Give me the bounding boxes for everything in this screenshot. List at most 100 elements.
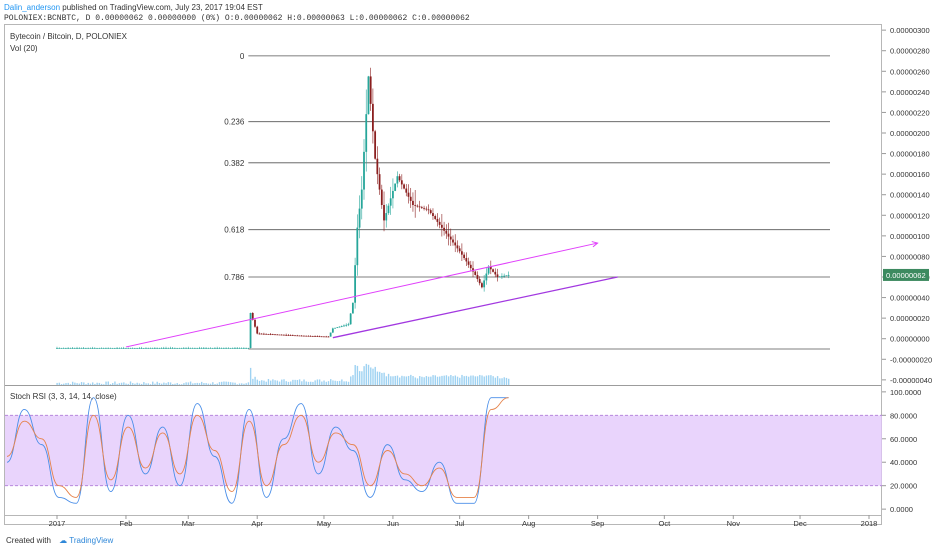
volume-bar xyxy=(172,383,174,385)
last-price-label: 0.00000062 xyxy=(886,271,926,280)
candle-body xyxy=(296,335,299,337)
fib-level-label: 0.382 xyxy=(224,159,245,168)
volume-bar xyxy=(136,382,138,385)
y-tick-label: 0.00000200 xyxy=(890,129,930,138)
volume-bar xyxy=(298,379,301,385)
candle-body xyxy=(409,196,412,201)
volume-bar xyxy=(287,381,290,385)
candle-body xyxy=(138,347,141,349)
volume-bar xyxy=(196,382,198,385)
candle-body xyxy=(501,276,503,277)
volume-bar xyxy=(296,379,299,385)
volume-bar xyxy=(427,376,430,385)
volume-bar xyxy=(154,383,156,385)
tradingview-brand[interactable]: TradingView xyxy=(69,536,114,545)
candle-body xyxy=(372,103,374,132)
volume-bar xyxy=(312,381,314,385)
candle-body xyxy=(118,347,121,349)
main-pane: 0.00000300 0.00000280 0.00000260 0.00000240… xyxy=(5,25,932,528)
candle-body xyxy=(285,334,288,336)
candle-body xyxy=(440,224,443,228)
candle-body xyxy=(174,347,176,349)
candle-body xyxy=(323,336,325,338)
candle-body xyxy=(182,347,185,349)
volume-bar xyxy=(461,374,463,385)
volume-bar xyxy=(56,382,58,385)
volume-bar xyxy=(221,381,223,385)
chart-svg[interactable]: 0.00000300 0.00000280 0.00000260 0.00000240… xyxy=(0,0,932,532)
volume-bar xyxy=(367,364,370,385)
candle-body xyxy=(400,180,403,185)
rsi-y-tick-label: 60.0000 xyxy=(890,435,917,444)
candle-body xyxy=(447,233,450,237)
candle-body xyxy=(80,347,83,349)
volume-bar xyxy=(76,383,78,385)
volume-bar xyxy=(129,381,132,385)
volume-bar xyxy=(105,381,107,385)
volume-bar xyxy=(83,382,85,385)
ohlc-line: POLONIEX:BCNBTC, D 0.00000062 0.00000000… xyxy=(4,14,470,23)
candle-body xyxy=(187,347,190,349)
candle-body xyxy=(67,347,70,349)
trend-line xyxy=(125,242,598,348)
volume-bar xyxy=(107,381,109,385)
volume-bar xyxy=(223,381,225,385)
candle-body xyxy=(347,324,350,326)
volume-bar xyxy=(89,383,92,385)
volume-bar xyxy=(249,367,252,385)
volume-bar xyxy=(156,381,158,385)
candle-body xyxy=(116,347,118,349)
y-tick-label: 0.00000260 xyxy=(890,67,930,76)
volume-bar xyxy=(174,383,176,385)
candle-body xyxy=(93,347,96,349)
volume-bar xyxy=(474,376,477,385)
candle-body xyxy=(156,347,159,349)
volume-bar xyxy=(149,384,152,385)
author-link[interactable]: Dalin_anderson xyxy=(4,3,61,12)
candle-body xyxy=(452,239,454,243)
candle-body xyxy=(320,336,323,338)
candle-body xyxy=(418,206,421,208)
volume-bar xyxy=(120,382,123,385)
volume-bar xyxy=(91,382,94,385)
volume-bar xyxy=(305,381,307,385)
symbol-label: Bytecoin / Bitcoin, D, POLONIEX xyxy=(10,32,127,41)
candle-body xyxy=(165,347,167,349)
volume-bar xyxy=(499,378,501,385)
candle-body xyxy=(200,347,203,349)
candle-body xyxy=(325,336,328,338)
volume-bar xyxy=(274,380,276,385)
volume-bar xyxy=(127,383,129,385)
candle-body xyxy=(214,347,216,349)
volume-bar xyxy=(463,376,465,385)
volume-bar xyxy=(416,378,419,385)
volume-bar xyxy=(245,383,247,385)
volume-bar xyxy=(347,381,350,385)
y-tick-label: -0.00000020 xyxy=(890,355,932,364)
volume-bar xyxy=(123,382,125,385)
rsi-pane: 100.0000 80.0000 60.0000 40.0000 20.0000 0.00… xyxy=(5,388,921,514)
volume-bar xyxy=(194,383,196,385)
volume-bar xyxy=(492,376,494,385)
volume-bar xyxy=(183,383,185,385)
candle-body xyxy=(429,210,432,214)
candle-body xyxy=(207,347,210,349)
candle-body xyxy=(469,264,472,269)
volume-bar xyxy=(285,381,287,385)
candle-body xyxy=(463,254,466,259)
volume-bar xyxy=(165,383,167,385)
volume-bar xyxy=(394,375,396,385)
volume-bar xyxy=(185,382,187,385)
volume-bar xyxy=(272,379,274,385)
volume-bar xyxy=(419,376,421,385)
candle-body xyxy=(198,347,201,349)
candle-body xyxy=(185,347,187,349)
candle-body xyxy=(136,347,138,349)
candle-body xyxy=(60,347,63,349)
candle-body xyxy=(363,151,365,190)
rsi-y-tick-label: 40.0000 xyxy=(890,458,917,467)
volume-layer xyxy=(56,363,510,385)
volume-bar xyxy=(294,379,296,385)
volume-bar xyxy=(269,380,272,385)
volume-bar xyxy=(301,381,303,385)
